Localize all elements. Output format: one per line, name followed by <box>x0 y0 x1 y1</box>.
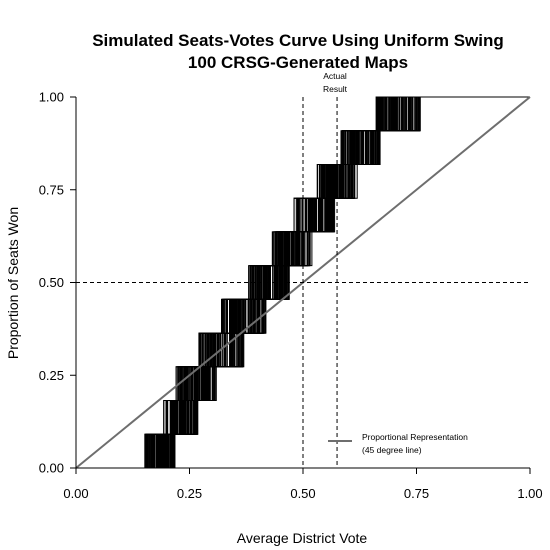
legend-text-line1: Proportional Representation <box>362 432 468 442</box>
simulated-map-curve <box>76 96 530 469</box>
actual-result-label-line2: Result <box>323 84 348 94</box>
y-tick-label: 0.00 <box>39 461 64 476</box>
y-axis-label: Proportion of Seats Won <box>5 207 21 359</box>
chart-subtitle: 100 CRSG-Generated Maps <box>188 53 408 72</box>
x-tick-label: 0.00 <box>63 486 88 501</box>
x-tick-label: 1.00 <box>517 486 542 501</box>
x-axis-label: Average District Vote <box>237 530 368 546</box>
simulated-map-curve <box>76 96 530 469</box>
simulated-map-curve <box>76 96 530 469</box>
x-tick-label: 0.75 <box>404 486 429 501</box>
simulated-map-curve <box>76 96 530 469</box>
x-tick-label: 0.25 <box>177 486 202 501</box>
chart-title: Simulated Seats-Votes Curve Using Unifor… <box>92 31 504 50</box>
reference-lines <box>76 97 530 468</box>
y-tick-label: 1.00 <box>39 90 64 105</box>
y-tick-label: 0.75 <box>39 182 64 197</box>
y-tick-label: 0.25 <box>39 368 64 383</box>
actual-result-label-line1: Actual <box>323 71 347 81</box>
y-tick-label: 0.50 <box>39 275 64 290</box>
legend-text-line2: (45 degree line) <box>362 445 422 455</box>
simulated-map-curve <box>76 96 530 469</box>
axes: 0.00 0.25 0.50 0.75 1.00 0.00 0.25 0.50 0.75 1.00 <box>39 90 543 502</box>
x-tick-label: 0.50 <box>290 486 315 501</box>
simulated-map-curve <box>76 96 530 469</box>
simulated-map-curve <box>76 96 530 469</box>
